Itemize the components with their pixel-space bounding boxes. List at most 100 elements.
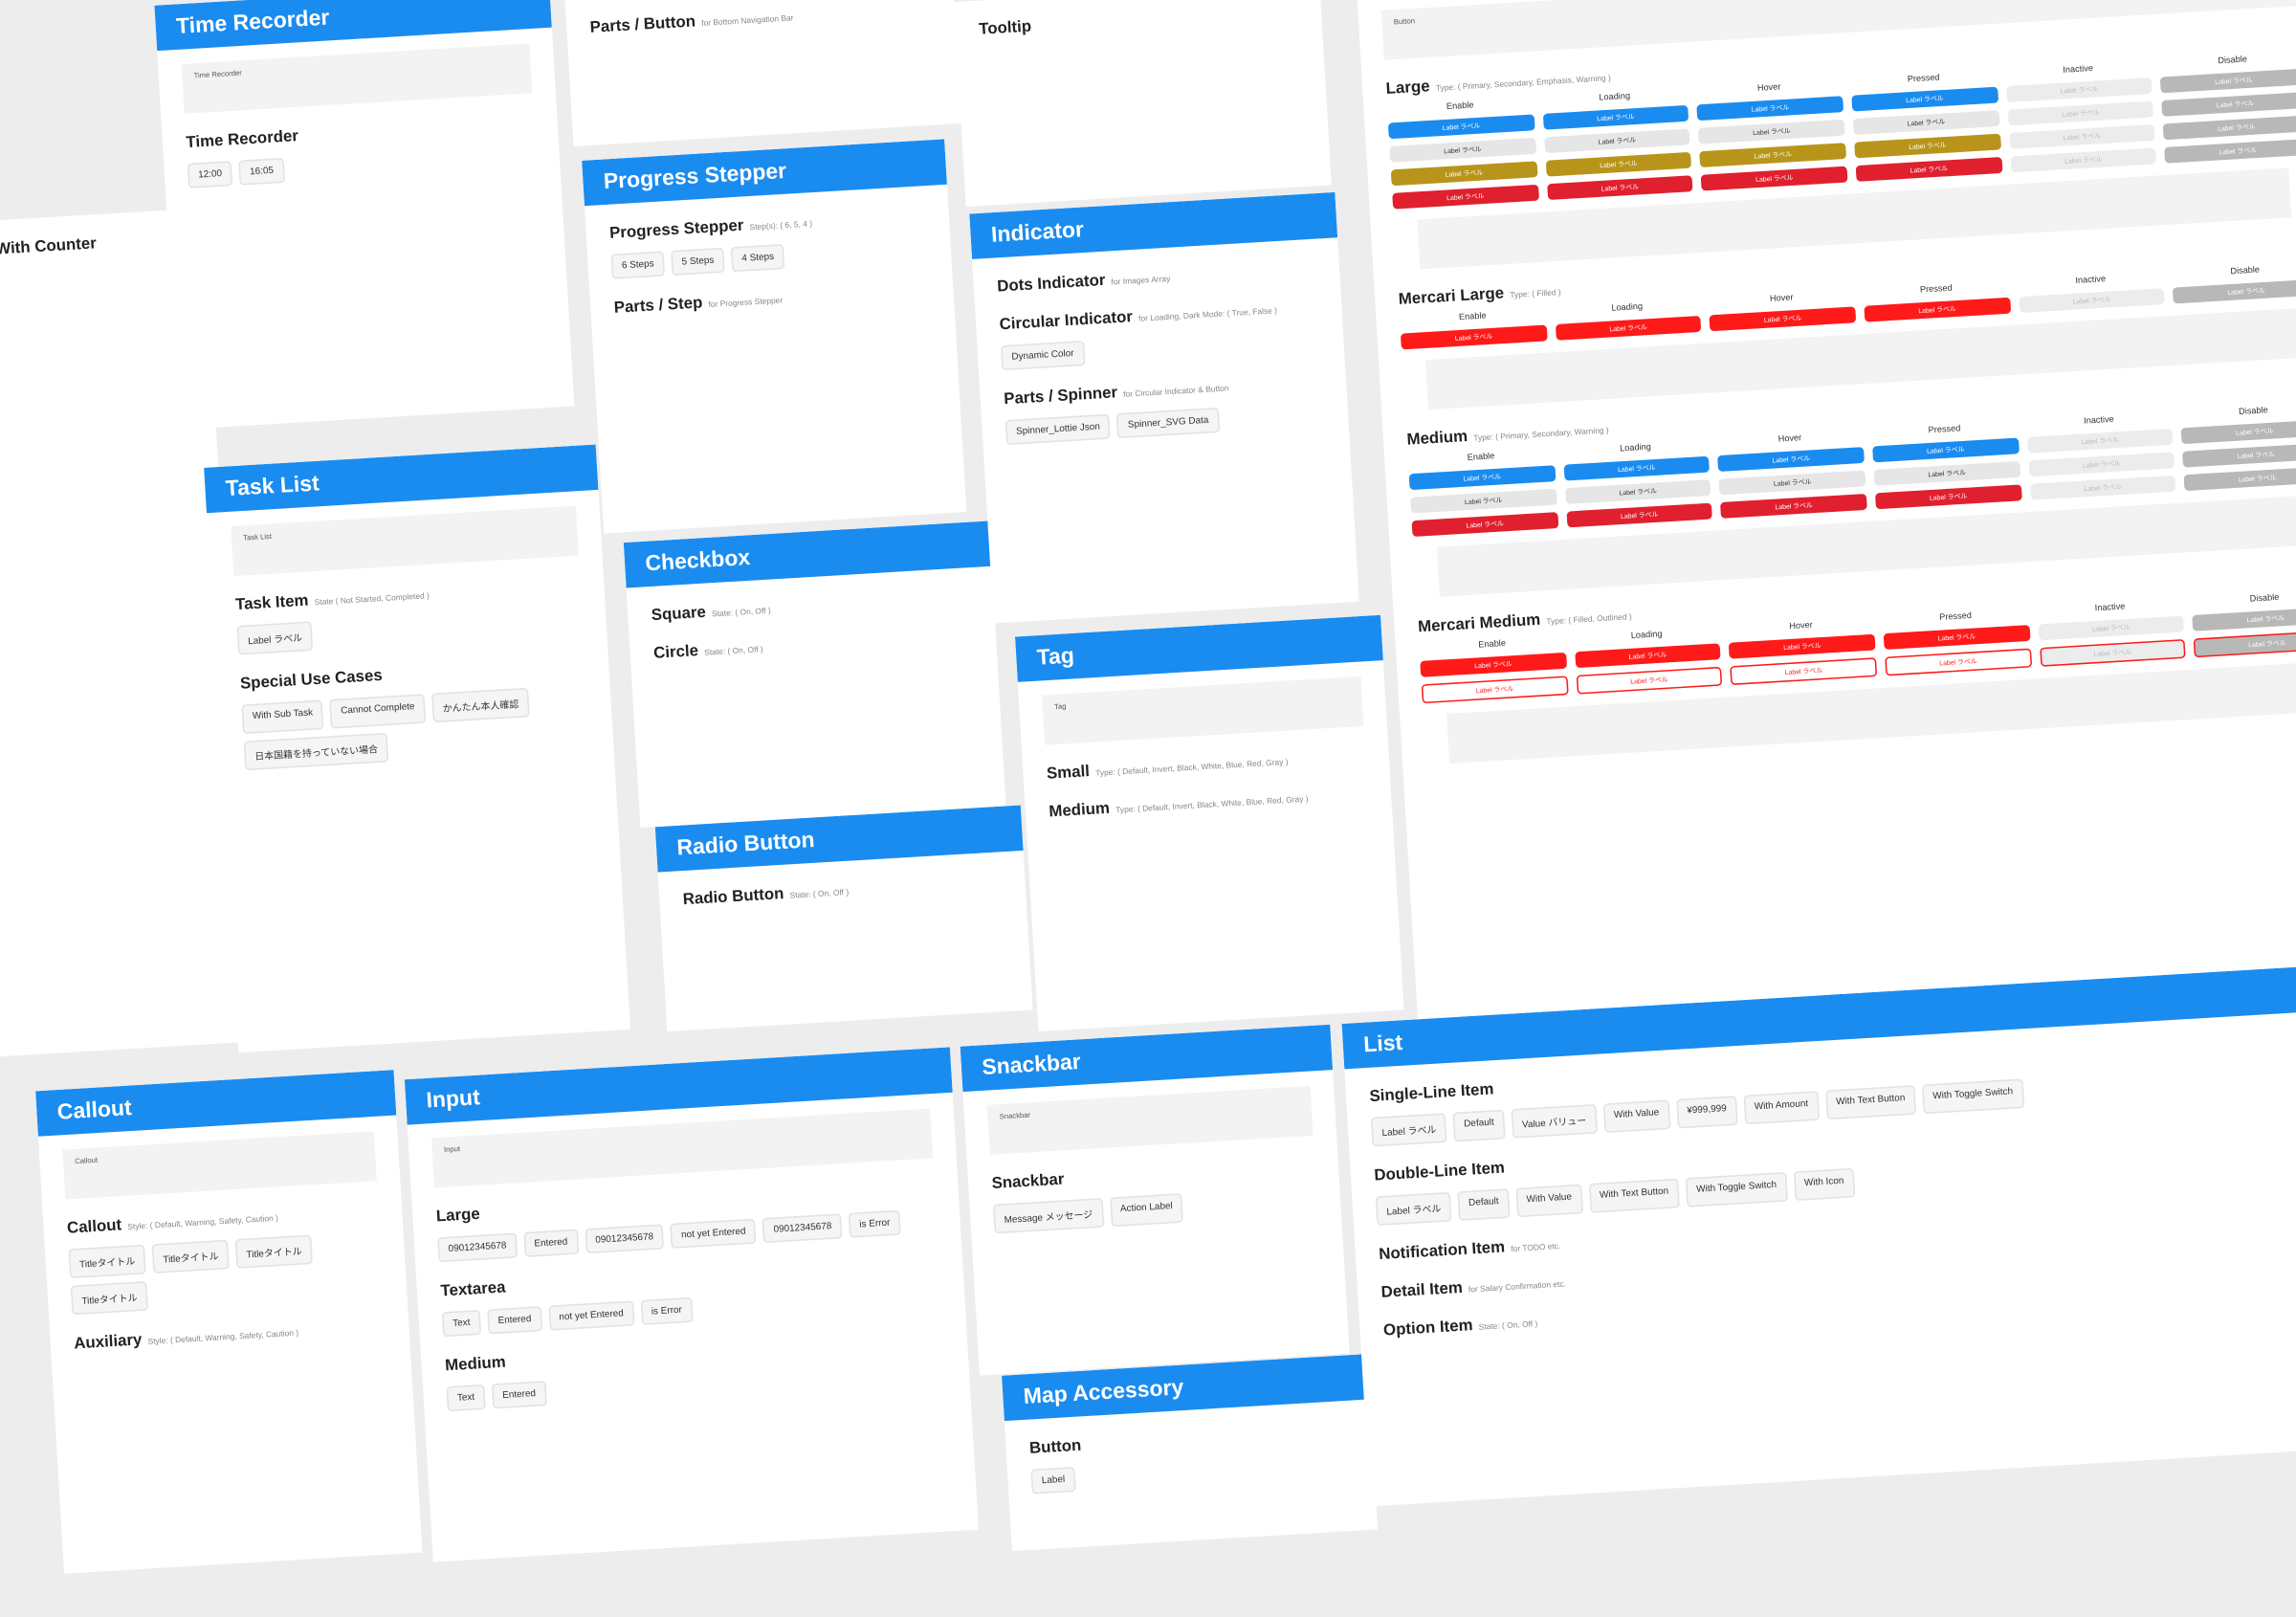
- section-heading: Auxiliary Style: ( Default, Warning, Safe…: [74, 1317, 386, 1353]
- button[interactable]: Label ラベル: [2010, 147, 2157, 173]
- button[interactable]: Label ラベル: [2029, 475, 2176, 500]
- button[interactable]: Label ラベル: [1542, 104, 1689, 130]
- button[interactable]: Label ラベル: [1729, 633, 1876, 659]
- note: for Bottom Navigation Bar: [701, 14, 794, 30]
- note: Step(s): ( 6, 5, 4 ): [749, 220, 813, 233]
- button[interactable]: Label ラベル: [2173, 278, 2296, 304]
- button[interactable]: Label ラベル: [1390, 161, 1538, 187]
- section: Task Item State ( Not Started, Completed …: [235, 576, 584, 655]
- button[interactable]: Label ラベル: [2161, 91, 2296, 117]
- button[interactable]: Label ラベル: [1543, 128, 1691, 154]
- section: Icon Button - With Counter: [0, 230, 182, 265]
- panel: Tooltip: [954, 0, 1332, 208]
- button[interactable]: Label ラベル: [1411, 512, 1558, 538]
- button[interactable]: Label ラベル: [1555, 315, 1702, 341]
- button[interactable]: Label ラベル: [2183, 466, 2296, 492]
- button[interactable]: Label ラベル: [2163, 115, 2296, 141]
- button[interactable]: Label ラベル: [1410, 488, 1557, 514]
- button[interactable]: Label ラベル: [1874, 484, 2022, 510]
- button[interactable]: Label ラベル: [1864, 297, 2011, 322]
- button[interactable]: Label ラベル: [1701, 166, 1848, 191]
- button[interactable]: Label ラベル: [1563, 455, 1711, 481]
- section: Square State: ( On, Off ): [651, 588, 970, 625]
- button[interactable]: Label ラベル: [2026, 428, 2174, 454]
- item: Titleタイトル: [68, 1244, 146, 1279]
- button[interactable]: Label ラベル: [1564, 479, 1711, 504]
- item: Text: [441, 1309, 481, 1338]
- note: Type: ( Default, Invert, Black, White, B…: [1115, 795, 1309, 816]
- note: for TODO etc.: [1511, 1242, 1561, 1255]
- panel-title: Progress Stepper: [582, 139, 947, 207]
- button[interactable]: Label ラベル: [1720, 493, 1867, 519]
- button[interactable]: Label ラベル: [1719, 470, 1866, 496]
- items: Titleタイトル Titleタイトル Titleタイトル Titleタイトル: [68, 1230, 384, 1316]
- button[interactable]: Label ラベル: [2194, 630, 2296, 658]
- button[interactable]: Label ラベル: [2192, 606, 2296, 631]
- section-heading: Tooltip: [979, 2, 1298, 39]
- item: Dynamic Color: [1000, 341, 1086, 371]
- button[interactable]: Label ラベル: [1872, 437, 2020, 463]
- section-heading: Circular Indicator for Loading, Dark Mode…: [999, 298, 1318, 334]
- button[interactable]: Label ラベル: [1545, 151, 1692, 177]
- button[interactable]: Label ラベル: [1852, 110, 2000, 136]
- button[interactable]: Label ラベル: [1576, 666, 1723, 695]
- button[interactable]: Label ラベル: [1709, 306, 1857, 332]
- heading: Circle: [652, 642, 699, 663]
- button[interactable]: Label ラベル: [1696, 96, 1844, 122]
- button[interactable]: Label ラベル: [2181, 419, 2296, 445]
- section: Textarea Text Entered not yet Entered is Err…: [440, 1253, 942, 1338]
- item: ¥999,999: [1675, 1096, 1738, 1129]
- heading: Small: [1046, 763, 1091, 784]
- button[interactable]: Label ラベル: [2038, 615, 2185, 641]
- button[interactable]: Label ラベル: [1408, 465, 1556, 491]
- item: Label: [1030, 1466, 1076, 1495]
- note: for Salary Confirmation etc.: [1468, 1280, 1567, 1296]
- item: With Text Button: [1588, 1178, 1680, 1213]
- button[interactable]: Label ラベル: [1566, 502, 1713, 528]
- heading: Parts / Button: [589, 12, 696, 37]
- state-label: Loading: [1630, 631, 1663, 642]
- item: かんたん本人確認: [431, 687, 530, 723]
- button[interactable]: Label ラベル: [1851, 86, 1998, 112]
- button[interactable]: Label ラベル: [1717, 447, 1865, 472]
- button[interactable]: Label ラベル: [1421, 676, 1569, 704]
- button[interactable]: Label ラベル: [2182, 442, 2296, 468]
- items: Label: [1030, 1451, 1351, 1495]
- button[interactable]: Label ラベル: [1854, 133, 2001, 159]
- button[interactable]: Label ラベル: [1885, 648, 2032, 676]
- heading: Snackbar: [991, 1170, 1065, 1193]
- button[interactable]: Label ラベル: [1389, 137, 1536, 163]
- button[interactable]: Label ラベル: [1699, 143, 1847, 168]
- section: Small Buttonいいね: [0, 268, 187, 343]
- button[interactable]: Label ラベル: [1873, 460, 2020, 486]
- button[interactable]: Label ラベル: [1855, 157, 2002, 182]
- item: Message メッセージ: [992, 1198, 1104, 1234]
- button[interactable]: Label ラベル: [1574, 643, 1722, 669]
- state-label: Hover: [1756, 83, 1781, 94]
- button[interactable]: Label ラベル: [1420, 652, 1567, 677]
- button[interactable]: Label ラベル: [2008, 124, 2156, 149]
- heading: Option Item: [1382, 1317, 1474, 1340]
- button[interactable]: Label ラベル: [1400, 324, 1548, 350]
- section: Parts / Step for Progress Stepper: [613, 281, 930, 318]
- button[interactable]: Label ラベル: [2028, 452, 2175, 477]
- section: Radio Button State: ( On, Off ): [682, 873, 1002, 909]
- note: Style: ( Default, Warning, Safety, Cauti…: [127, 1214, 279, 1233]
- button[interactable]: Label ラベル: [1883, 625, 2031, 650]
- section-heading: Callout Style: ( Default, Warning, Safety…: [67, 1202, 380, 1238]
- button[interactable]: Label ラベル: [2039, 638, 2187, 667]
- button[interactable]: Label ラベル: [2160, 68, 2296, 94]
- button[interactable]: Label ラベル: [1387, 114, 1535, 140]
- button[interactable]: Label ラベル: [2018, 288, 2166, 314]
- button[interactable]: Label ラベル: [1698, 119, 1845, 144]
- button[interactable]: Label ラベル: [2005, 78, 2153, 102]
- button[interactable]: Label ラベル: [1392, 184, 1539, 210]
- button[interactable]: Label ラベル: [1730, 657, 1878, 686]
- item: 5 Steps: [671, 247, 725, 276]
- button[interactable]: Label ラベル: [2164, 138, 2296, 164]
- section-heading: Parts / Spinner for Circular Indicator & …: [1004, 372, 1323, 408]
- button[interactable]: Label ラベル: [1546, 175, 1694, 201]
- button[interactable]: Label ラベル: [2007, 100, 2154, 126]
- description: Snackbar: [986, 1085, 1314, 1155]
- item: With Icon: [1793, 1167, 1856, 1202]
